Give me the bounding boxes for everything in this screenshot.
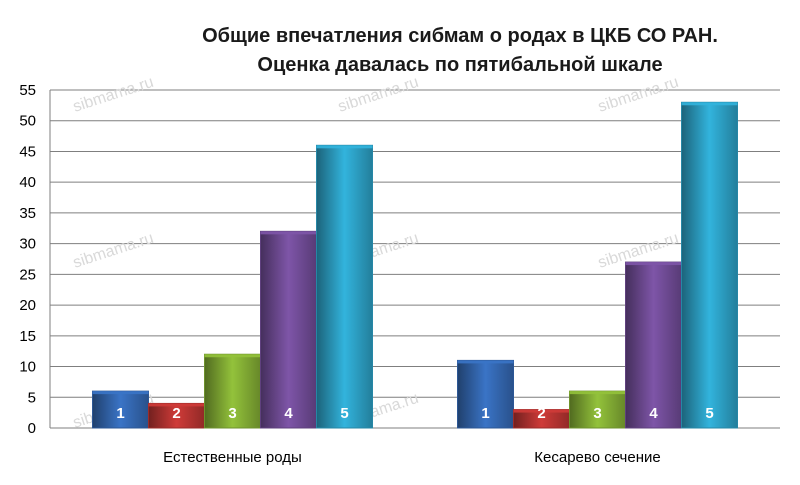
bar-series-label: 1: [481, 405, 489, 422]
bar-series-label: 5: [340, 405, 348, 422]
y-tick-label: 50: [19, 113, 36, 130]
y-tick-label: 15: [19, 328, 36, 345]
y-tick-label: 0: [28, 420, 36, 437]
bar-top: [316, 145, 373, 149]
bar-top: [92, 391, 149, 395]
bar-series-label: 4: [284, 405, 293, 422]
bar-series-label: 4: [649, 405, 658, 422]
bar: [457, 359, 514, 429]
bar-top: [260, 231, 317, 235]
watermark-text: sibmama.ru: [336, 74, 421, 116]
bar-top: [457, 360, 514, 364]
bar: [681, 101, 738, 429]
bar-top: [681, 102, 738, 106]
y-tick-label: 10: [19, 359, 36, 376]
bar-top: [204, 354, 261, 358]
bar-top: [625, 262, 682, 266]
bar: [260, 230, 317, 429]
watermark-text: sibmama.ru: [596, 74, 681, 116]
bar: [204, 353, 261, 429]
bar-top: [513, 409, 570, 413]
bar-series-label: 2: [172, 405, 180, 422]
x-category-label: Естественные роды: [163, 449, 302, 466]
y-tick-label: 55: [19, 82, 36, 99]
bar-series-label: 5: [705, 405, 713, 422]
bar-series-label: 1: [116, 405, 124, 422]
y-tick-label: 20: [19, 297, 36, 314]
y-tick-label: 45: [19, 143, 36, 160]
bar: [316, 144, 373, 429]
y-tick-label: 35: [19, 205, 36, 222]
bar-series-label: 2: [537, 405, 545, 422]
bar-series-label: 3: [228, 405, 236, 422]
watermark-text: sibmama.ru: [71, 230, 156, 272]
y-tick-label: 25: [19, 266, 36, 283]
chart-title-line-2: Оценка давалась по пятибальной шкале: [257, 54, 663, 76]
x-category-label: Кесарево сечение: [534, 449, 660, 466]
watermark-text: sibmama.ru: [71, 74, 156, 116]
bar: [148, 402, 205, 429]
y-tick-label: 5: [28, 389, 36, 406]
bar-top: [148, 403, 205, 407]
bar-series-label: 3: [593, 405, 601, 422]
bar-top: [569, 391, 626, 395]
bar: [625, 261, 682, 429]
y-tick-label: 40: [19, 174, 36, 191]
chart-title-line-1: Общие впечатления сибмам о родах в ЦКБ С…: [202, 25, 718, 47]
y-tick-label: 30: [19, 236, 36, 253]
